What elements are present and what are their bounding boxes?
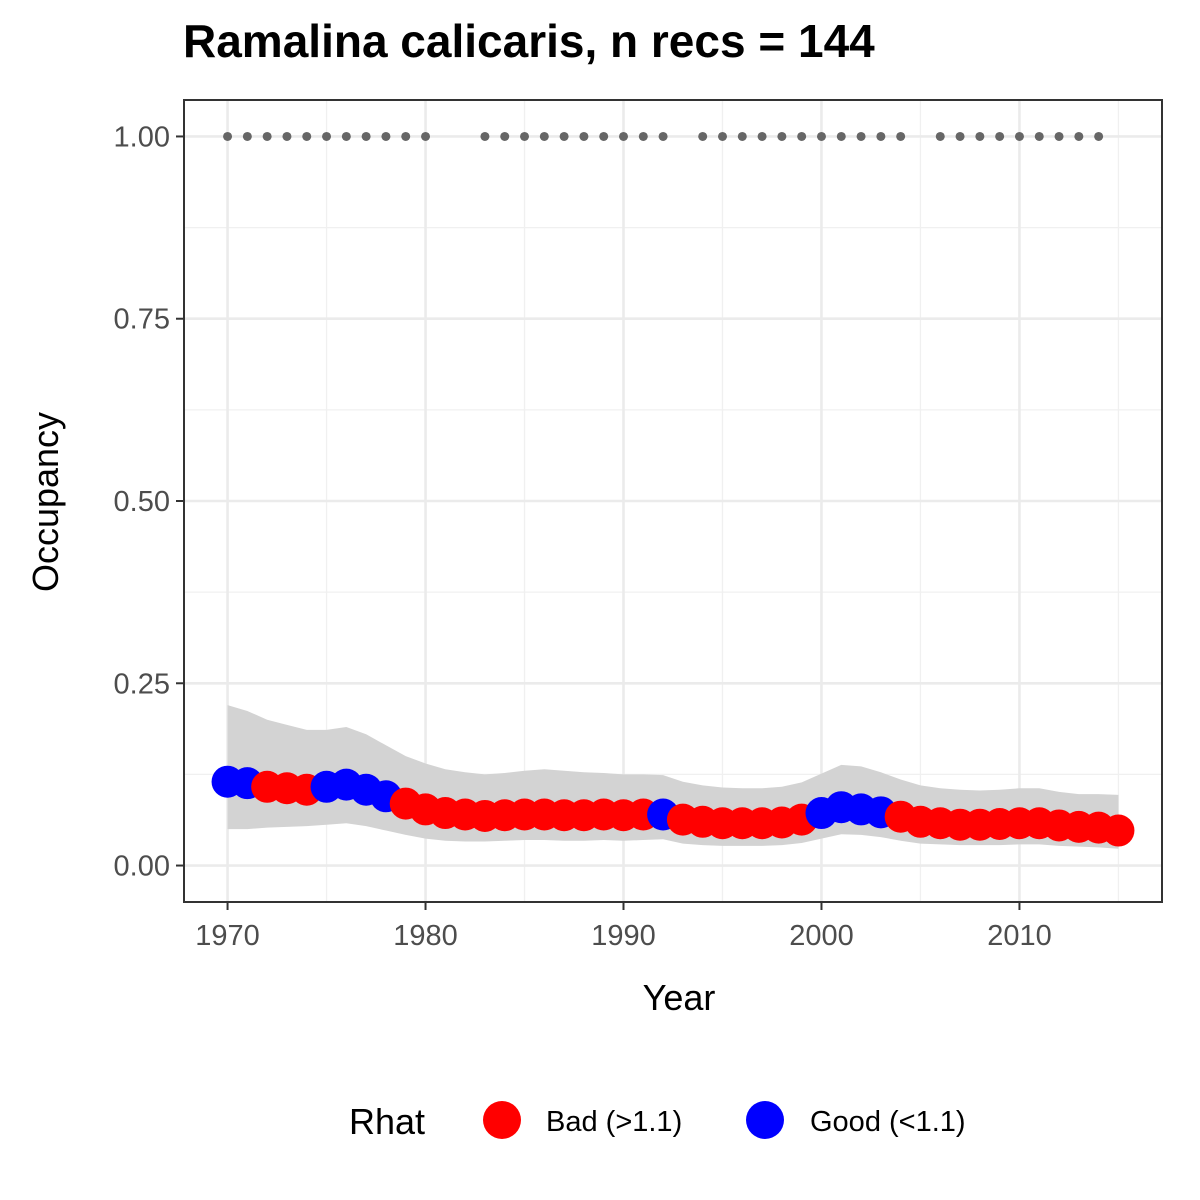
x-tick-label-1970: 1970 <box>195 920 260 952</box>
record-point-1985 <box>520 131 530 141</box>
record-point-1978 <box>381 131 391 141</box>
record-point-2014 <box>1094 131 1104 141</box>
x-tick-label-2000: 2000 <box>789 920 854 952</box>
record-point-2000 <box>816 131 826 141</box>
record-point-2010 <box>1014 131 1024 141</box>
x-tick-label-1980: 1980 <box>393 920 458 952</box>
legend: Rhat Bad (>1.1) Good (<1.1) <box>349 1101 966 1142</box>
record-point-1975 <box>322 131 332 141</box>
record-point-2012 <box>1054 131 1064 141</box>
legend-key-good <box>746 1101 784 1139</box>
record-point-1999 <box>797 131 807 141</box>
record-point-1994 <box>698 131 708 141</box>
record-point-2008 <box>975 131 985 141</box>
legend-label-good: Good (<1.1) <box>810 1106 966 1138</box>
record-point-1972 <box>262 131 272 141</box>
occupancy-points-layer <box>211 765 1135 847</box>
chart-title: Ramalina calicaris, n recs = 144 <box>183 15 875 67</box>
record-point-1988 <box>579 131 589 141</box>
record-point-2011 <box>1034 131 1044 141</box>
x-tick-label-1990: 1990 <box>591 920 656 952</box>
record-point-1996 <box>737 131 747 141</box>
record-point-2006 <box>935 131 945 141</box>
record-point-1995 <box>717 131 727 141</box>
record-point-1987 <box>559 131 569 141</box>
record-point-1992 <box>658 131 668 141</box>
y-tick-label: 0.50 <box>114 486 170 518</box>
x-axis-title: Year <box>643 977 716 1018</box>
legend-key-bad <box>483 1101 521 1139</box>
record-point-1986 <box>539 131 549 141</box>
record-point-2003 <box>876 131 886 141</box>
legend-title: Rhat <box>349 1101 425 1142</box>
record-point-1997 <box>757 131 767 141</box>
legend-label-bad: Bad (>1.1) <box>546 1106 682 1138</box>
x-axis: 1970 1980 1990 2000 2010 <box>195 902 1052 952</box>
record-point-1998 <box>777 131 787 141</box>
record-point-2007 <box>955 131 965 141</box>
record-point-2002 <box>856 131 866 141</box>
y-tick-label: 0.75 <box>114 304 170 336</box>
y-axis: 0.00 0.25 0.50 0.75 1.00 <box>114 121 184 883</box>
record-point-1974 <box>302 131 312 141</box>
y-tick-label: 0.00 <box>114 851 170 883</box>
y-axis-title: Occupancy <box>25 412 66 592</box>
record-point-1976 <box>341 131 351 141</box>
record-point-2004 <box>896 131 906 141</box>
record-point-1990 <box>619 131 629 141</box>
record-point-1980 <box>421 131 431 141</box>
record-point-1971 <box>242 131 252 141</box>
y-tick-label: 0.25 <box>114 668 170 700</box>
record-point-1970 <box>223 131 233 141</box>
x-tick-label-2010: 2010 <box>987 920 1052 952</box>
record-points-layer <box>223 131 1104 141</box>
record-point-2009 <box>995 131 1005 141</box>
record-point-1983 <box>480 131 490 141</box>
record-point-1989 <box>599 131 609 141</box>
y-tick-label: 1.00 <box>114 121 170 153</box>
record-point-1984 <box>500 131 510 141</box>
record-point-1977 <box>361 131 371 141</box>
record-point-1991 <box>638 131 648 141</box>
record-point-1973 <box>282 131 292 141</box>
record-point-2013 <box>1074 131 1084 141</box>
record-point-1979 <box>401 131 411 141</box>
record-point-2001 <box>836 131 846 141</box>
occupancy-point-2015 <box>1102 814 1135 847</box>
